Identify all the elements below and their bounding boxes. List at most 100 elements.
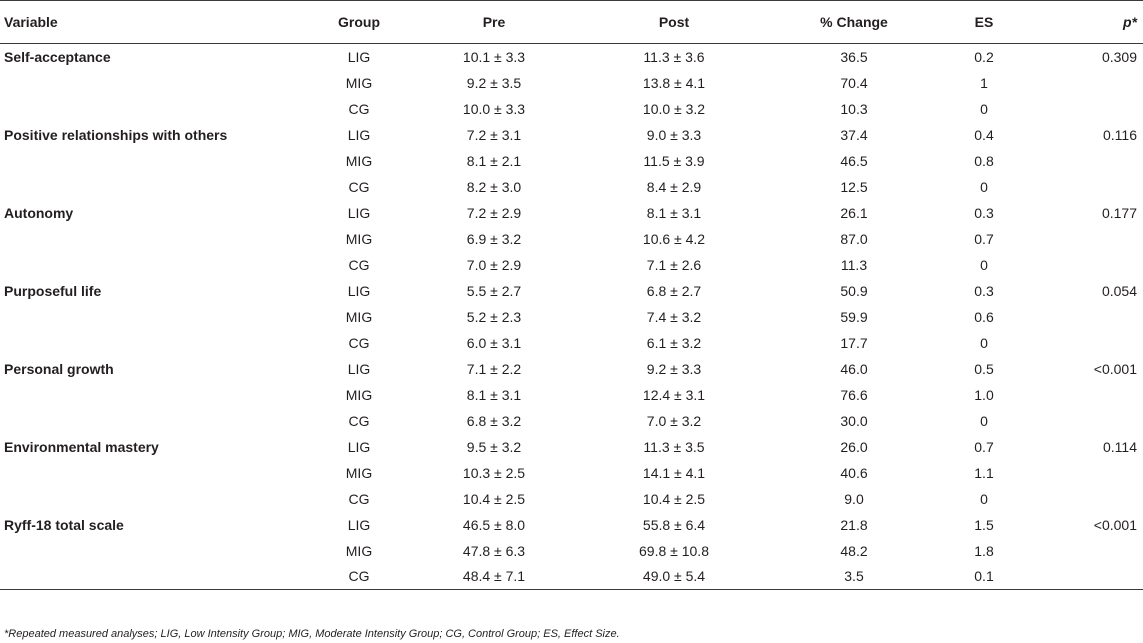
cell-change: 87.0	[840, 230, 868, 247]
cell-es: 0.7	[974, 230, 994, 247]
cell-es: 0.3	[974, 204, 994, 221]
cell-group: MIG	[345, 464, 373, 481]
cell-variable	[0, 460, 304, 486]
results-table: Variable Group Pre Post % Change ES p* S…	[0, 0, 1143, 590]
table-row: MIG 8.1 ± 3.1 12.4 ± 3.1 76.6 1.0	[0, 382, 1143, 408]
cell-variable: Purposeful life	[4, 282, 102, 299]
header-es: ES	[934, 0, 1034, 44]
cell-pre: 10.1 ± 3.3	[462, 48, 526, 65]
table-row: CG 6.8 ± 3.2 7.0 ± 3.2 30.0 0	[0, 408, 1143, 434]
table-row: MIG 5.2 ± 2.3 7.4 ± 3.2 59.9 0.6	[0, 304, 1143, 330]
cell-p: 0.114	[1103, 438, 1137, 455]
cell-es: 1	[980, 74, 988, 91]
cell-es: 0.7	[974, 438, 994, 455]
cell-post: 7.1 ± 2.6	[646, 256, 702, 273]
cell-pre: 9.5 ± 3.2	[466, 438, 522, 455]
cell-post: 6.1 ± 3.2	[646, 334, 702, 351]
cell-variable: Environmental mastery	[4, 438, 159, 455]
cell-variable	[0, 304, 304, 330]
table-footnote: *Repeated measured analyses; LIG, Low In…	[4, 628, 620, 640]
cell-group: CG	[348, 490, 370, 507]
table-row: CG 8.2 ± 3.0 8.4 ± 2.9 12.5 0	[0, 174, 1143, 200]
table-row: CG 10.4 ± 2.5 10.4 ± 2.5 9.0 0	[0, 486, 1143, 512]
cell-variable: Personal growth	[4, 360, 114, 377]
table-row: Positive relationships with others LIG 7.2…	[0, 122, 1143, 148]
cell-group: MIG	[345, 386, 373, 403]
header-group: Group	[304, 0, 414, 44]
cell-post: 11.5 ± 3.9	[643, 152, 705, 169]
cell-es: 0	[980, 412, 988, 429]
cell-change: 46.0	[840, 360, 868, 377]
cell-post: 7.4 ± 3.2	[646, 308, 702, 325]
cell-variable: Autonomy	[4, 204, 74, 221]
cell-variable	[0, 382, 304, 408]
cell-es: 0.8	[974, 152, 994, 169]
cell-es: 0	[980, 100, 988, 117]
cell-p	[1034, 382, 1143, 408]
cell-pre: 46.5 ± 8.0	[462, 516, 526, 533]
cell-group: LIG	[347, 204, 371, 221]
cell-es: 1.8	[974, 542, 994, 559]
cell-es: 1.5	[974, 516, 994, 533]
cell-pre: 7.1 ± 2.2	[466, 360, 522, 377]
cell-change: 76.6	[840, 386, 868, 403]
cell-group: MIG	[345, 308, 373, 325]
table-row: MIG 6.9 ± 3.2 10.6 ± 4.2 87.0 0.7	[0, 226, 1143, 252]
cell-post: 11.3 ± 3.5	[643, 438, 705, 455]
cell-variable	[0, 408, 304, 434]
cell-es: 0.1	[934, 563, 1034, 590]
cell-change: 10.3	[840, 100, 868, 117]
cell-pre: 9.2 ± 3.5	[466, 74, 522, 91]
cell-es: 0	[980, 256, 988, 273]
cell-p	[1034, 96, 1143, 122]
cell-post: 13.8 ± 4.1	[642, 74, 706, 91]
cell-es: 0.4	[974, 126, 994, 143]
cell-p: 0.054	[1101, 282, 1137, 299]
cell-variable	[0, 252, 304, 278]
cell-p	[1034, 148, 1143, 174]
cell-change: 9.0	[844, 490, 864, 507]
cell-variable	[0, 226, 304, 252]
cell-p: 0.177	[1101, 204, 1137, 221]
cell-variable	[0, 538, 304, 564]
cell-variable	[0, 563, 304, 590]
cell-pre: 7.0 ± 2.9	[466, 256, 522, 273]
table-row: Personal growth LIG 7.1 ± 2.2 9.2 ± 3.3 46.0…	[0, 356, 1143, 382]
cell-variable	[0, 148, 304, 174]
header-row: Variable Group Pre Post % Change ES p*	[0, 0, 1143, 44]
table-row: Autonomy LIG 7.2 ± 2.9 8.1 ± 3.1 26.1 0.3 0.17…	[0, 200, 1143, 226]
cell-change: 48.2	[840, 542, 868, 559]
cell-p	[1034, 304, 1143, 330]
cell-group: LIG	[347, 516, 371, 533]
cell-es: 0	[980, 178, 988, 195]
cell-pre: 8.1 ± 2.1	[466, 152, 522, 169]
cell-post: 8.1 ± 3.1	[646, 204, 702, 221]
cell-es: 0.6	[974, 308, 994, 325]
cell-pre: 10.3 ± 2.5	[462, 464, 526, 481]
cell-variable	[0, 486, 304, 512]
cell-change: 12.5	[840, 178, 868, 195]
cell-change: 11.3	[840, 256, 868, 273]
cell-group: LIG	[347, 48, 371, 65]
cell-pre: 5.5 ± 2.7	[466, 282, 522, 299]
cell-change: 21.8	[840, 516, 868, 533]
cell-post: 10.0 ± 3.2	[642, 100, 706, 117]
cell-pre: 6.0 ± 3.1	[466, 334, 522, 351]
cell-p: <0.001	[1093, 516, 1137, 533]
cell-change: 30.0	[840, 412, 868, 429]
cell-es: 1.1	[974, 464, 994, 481]
cell-post: 10.6 ± 4.2	[642, 230, 706, 247]
cell-post: 69.8 ± 10.8	[639, 542, 709, 559]
cell-p	[1034, 486, 1143, 512]
cell-pre: 10.4 ± 2.5	[462, 490, 526, 507]
cell-pre: 6.8 ± 3.2	[466, 412, 522, 429]
cell-group: MIG	[345, 542, 373, 559]
cell-post: 14.1 ± 4.1	[642, 464, 706, 481]
table-row: CG 6.0 ± 3.1 6.1 ± 3.2 17.7 0	[0, 330, 1143, 356]
cell-p	[1034, 538, 1143, 564]
cell-es: 0.5	[974, 360, 994, 377]
cell-group: LIG	[347, 282, 371, 299]
cell-es: 0.3	[974, 282, 994, 299]
cell-group: CG	[348, 334, 370, 351]
cell-change: 17.7	[840, 334, 868, 351]
